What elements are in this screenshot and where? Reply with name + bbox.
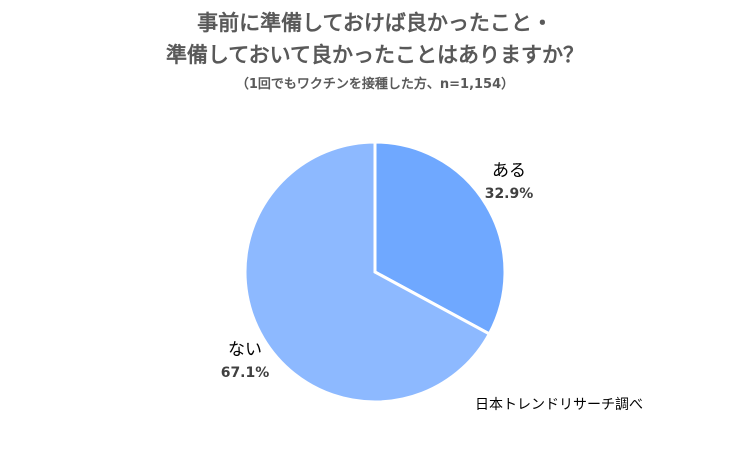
chart-title-line-1: 事前に準備しておけば良かったこと・ xyxy=(197,11,553,35)
slice-label-2: ない xyxy=(228,340,262,360)
pie-slice-1 xyxy=(373,140,507,336)
pie-slices xyxy=(243,140,507,404)
chart-subtitle: （1回でもワクチンを接種した方、n=1,154） xyxy=(235,77,515,92)
slice-label-1: ある xyxy=(492,161,526,181)
slice-value-1: 32.9% xyxy=(485,186,534,202)
pie-slice-2 xyxy=(243,140,492,404)
pie-labels: ある 32.9% ない 67.1% xyxy=(221,161,534,381)
chart-title-line-2: 準備しておいて良かったことはありますか？ xyxy=(165,43,585,67)
slice-value-2: 67.1% xyxy=(221,365,270,381)
source-note: 日本トレンドリサーチ調べ xyxy=(475,397,643,413)
